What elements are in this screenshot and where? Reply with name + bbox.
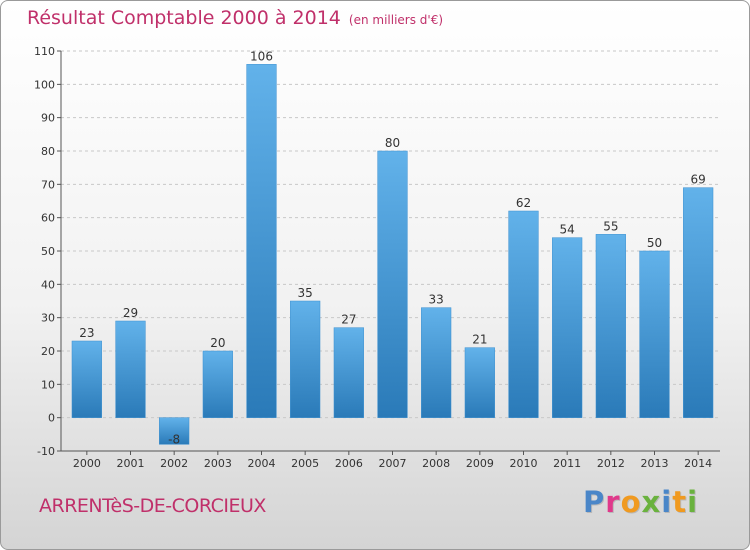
- bar: [377, 150, 408, 418]
- data-labels: 23 29 -8 20 106 35 27 80 33 21 62 54 55 50 69: [79, 49, 706, 446]
- x-tick-label: 2006: [335, 457, 363, 470]
- y-tick-label: 110: [34, 45, 55, 58]
- bar: [552, 237, 583, 418]
- x-tick-label: 2004: [248, 457, 276, 470]
- title-text: Résultat Comptable 2000 à 2014: [27, 7, 341, 29]
- data-label: 27: [341, 313, 356, 327]
- x-tick-label: 2003: [204, 457, 232, 470]
- data-label: 54: [560, 223, 575, 237]
- bar: [595, 234, 626, 418]
- x-tick-label: 2012: [597, 457, 625, 470]
- chart-title: Résultat Comptable 2000 à 2014 (en millie…: [27, 7, 443, 29]
- data-label: 21: [472, 333, 487, 347]
- data-label: -8: [168, 432, 180, 446]
- logo-letter: x: [641, 485, 662, 519]
- logo-letter: r: [605, 485, 621, 519]
- bar: [115, 320, 146, 418]
- logo-letter: i: [661, 485, 673, 519]
- data-label: 23: [79, 326, 94, 340]
- x-tick-label: 2009: [466, 457, 494, 470]
- data-label: 62: [516, 196, 531, 210]
- bar: [683, 187, 714, 418]
- bar: [333, 327, 364, 418]
- y-tick-label: 80: [41, 145, 55, 158]
- bar: [202, 350, 233, 418]
- y-tick-label: 30: [41, 312, 55, 325]
- bar: [290, 300, 321, 418]
- y-tick-label: 70: [41, 178, 55, 191]
- y-tick-label: 0: [48, 412, 55, 425]
- bar: [639, 250, 670, 418]
- y-tick-label: 10: [41, 378, 55, 391]
- bars: [71, 64, 714, 445]
- y-tick-label: 20: [41, 345, 55, 358]
- y-tick-label: 50: [41, 245, 55, 258]
- y-tick-label: 90: [41, 112, 55, 125]
- data-label: 55: [603, 219, 618, 233]
- bar: [508, 210, 539, 418]
- title-unit: (en milliers d'€): [348, 13, 444, 27]
- x-tick-label: 2013: [641, 457, 669, 470]
- x-tick-label: 2005: [291, 457, 319, 470]
- commune-name: ARRENTèS-DE-CORCIEUX: [39, 495, 266, 517]
- data-label: 20: [210, 336, 225, 350]
- bar: [159, 417, 190, 445]
- y-tick-label: -10: [37, 445, 55, 458]
- bar: [246, 64, 277, 418]
- y-tick-label: 40: [41, 278, 55, 291]
- data-label: 80: [385, 136, 400, 150]
- data-label: 29: [123, 306, 138, 320]
- x-tick-label: 2008: [422, 457, 450, 470]
- x-tick-label: 2014: [684, 457, 712, 470]
- x-tick-label: 2001: [117, 457, 145, 470]
- x-tick-label: 2002: [160, 457, 188, 470]
- data-label: 35: [298, 286, 313, 300]
- x-tick-label: 2007: [379, 457, 407, 470]
- axes: -10 0 10 20 30 40 50 60 70 80 90 100 110 2000 2001 2002…: [34, 45, 720, 470]
- y-tick-label: 60: [41, 212, 55, 225]
- x-tick-label: 2000: [73, 457, 101, 470]
- logo-letter: o: [620, 485, 642, 519]
- data-label: 106: [250, 49, 273, 63]
- logo-letter: P: [583, 485, 606, 519]
- x-tick-label: 2010: [510, 457, 538, 470]
- proxiti-logo[interactable]: Proxiti: [583, 485, 698, 519]
- data-label: 69: [691, 173, 706, 187]
- bar: [71, 340, 102, 418]
- data-label: 33: [429, 293, 444, 307]
- bar: [464, 347, 495, 418]
- x-tick-label: 2011: [553, 457, 581, 470]
- logo-letter: i: [687, 485, 699, 519]
- y-tick-label: 100: [34, 78, 55, 91]
- bar: [421, 307, 452, 418]
- logo-letter: t: [672, 485, 688, 519]
- data-label: 50: [647, 236, 662, 250]
